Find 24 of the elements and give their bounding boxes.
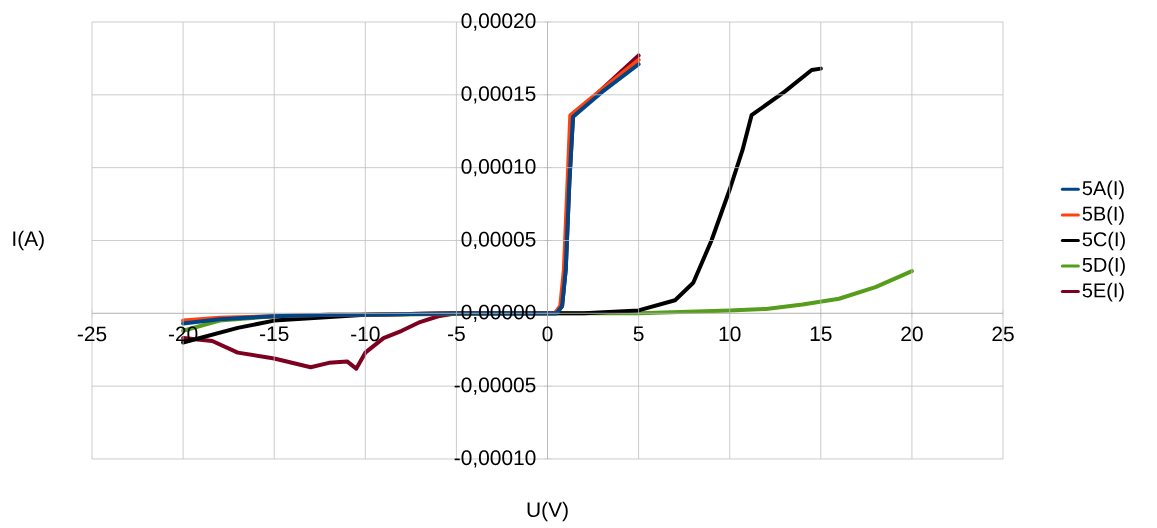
y-tick-label: 0,00020 [461,13,536,31]
legend-label: 5E(I) [1082,282,1124,302]
x-tick-label: -25 [77,326,107,342]
x-tick-label: 15 [810,326,832,342]
y-tick-label: -0,00010 [454,450,536,468]
legend-label: 5C(I) [1082,231,1125,251]
x-tick-label: 25 [992,326,1014,342]
y-tick-label: 0,00010 [461,158,536,177]
y-tick-label: 0,00015 [461,86,536,104]
y-tick-label: 0,00000 [461,304,536,322]
x-tick-label: 20 [901,326,923,342]
x-tick-label: 5 [633,326,644,342]
legend-label: 5B(I) [1082,206,1124,225]
x-tick-label: -15 [260,326,289,342]
legend-label: 5A(I) [1082,180,1124,200]
y-tick-label: -0,00005 [454,377,536,395]
legend-label: 5D(I) [1082,257,1125,276]
y-axis-title: I(A) [13,230,44,251]
x-tick-label: 10 [719,326,741,342]
x-tick-label: -5 [448,326,465,342]
y-tick-label: 0,00005 [461,231,536,250]
x-axis-title: U(V) [527,501,568,522]
x-tick-label: 0 [542,326,553,342]
x-tick-label: -10 [351,326,380,342]
